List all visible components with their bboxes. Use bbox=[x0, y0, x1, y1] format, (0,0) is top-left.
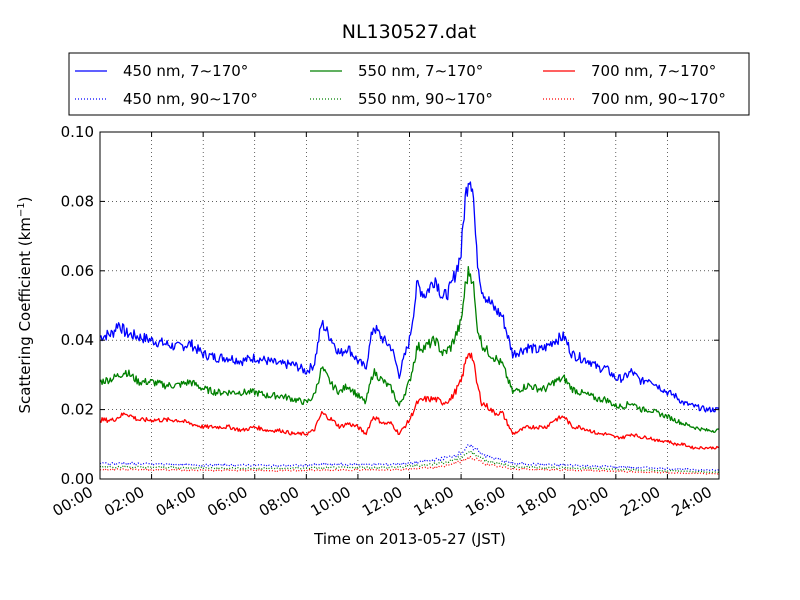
y-axis-label-close: ) bbox=[16, 196, 34, 202]
y-axis-label: Scattering Coefficient (km−1) bbox=[16, 196, 34, 413]
x-axis-label: Time on 2013-05-27 (JST) bbox=[313, 530, 506, 548]
series-line-1 bbox=[100, 265, 719, 433]
y-tick-label: 0.08 bbox=[61, 192, 94, 210]
legend-frame bbox=[68, 52, 750, 116]
legend-label: 550 nm, 90∼170° bbox=[358, 90, 493, 108]
legend-label: 550 nm, 7∼170° bbox=[358, 62, 483, 80]
legend-label: 700 nm, 90∼170° bbox=[591, 90, 726, 108]
chart-title: NL130527.dat bbox=[342, 21, 477, 43]
y-tick-label: 0.00 bbox=[61, 470, 94, 488]
y-tick-label: 0.10 bbox=[61, 123, 94, 141]
y-tick-label: 0.02 bbox=[61, 401, 94, 419]
legend: 450 nm, 7∼170° 550 nm, 7∼170° 700 nm, 7∼17… bbox=[68, 52, 750, 116]
legend-label: 450 nm, 90∼170° bbox=[123, 90, 258, 108]
legend-label: 700 nm, 7∼170° bbox=[591, 62, 716, 80]
series-line-0 bbox=[100, 181, 719, 413]
y-tick-label: 0.04 bbox=[61, 331, 94, 349]
y-axis-label-superscript: −1 bbox=[16, 202, 27, 217]
series-line-2 bbox=[100, 352, 719, 450]
y-tick-label: 0.06 bbox=[61, 262, 94, 280]
series-line-4 bbox=[100, 450, 719, 474]
series-line-5 bbox=[100, 455, 719, 475]
y-axis-label-text: Scattering Coefficient (km bbox=[16, 217, 34, 413]
legend-label: 450 nm, 7∼170° bbox=[123, 62, 248, 80]
series-group bbox=[100, 181, 719, 475]
